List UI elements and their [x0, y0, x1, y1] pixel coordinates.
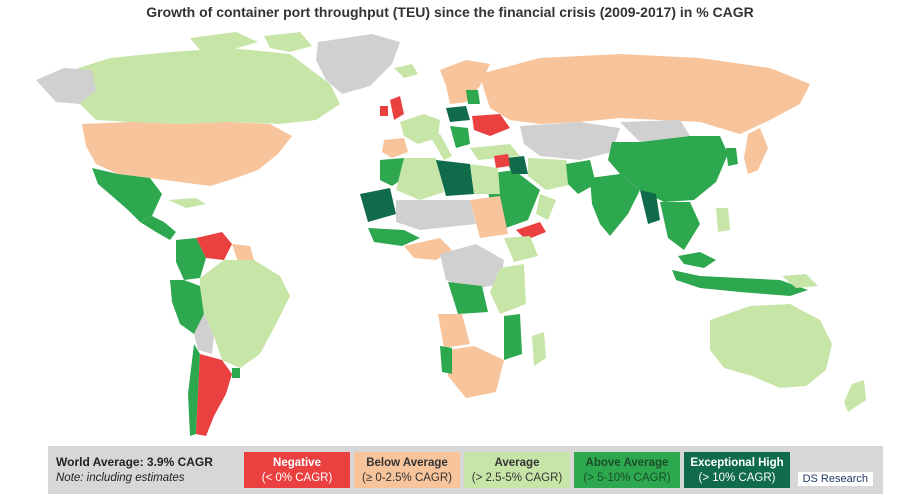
- region-central-america: [140, 216, 176, 240]
- legend-exceptional-high: Exceptional High (> 10% CAGR): [684, 452, 790, 488]
- region-italy: [430, 134, 452, 160]
- legend-below-average-range: (≥ 0-2.5% CAGR): [361, 472, 453, 484]
- region-libya: [436, 160, 474, 196]
- region-scandinavia: [440, 60, 490, 104]
- region-india: [590, 174, 640, 236]
- region-yemen: [516, 222, 546, 240]
- region-sahel: [396, 200, 476, 230]
- region-malaysia: [678, 252, 716, 268]
- legend-info: World Average: 3.9% CAGR Note: including…: [56, 455, 242, 484]
- world-map-svg: [36, 32, 866, 436]
- region-namibia: [440, 346, 452, 374]
- region-angola: [438, 314, 470, 348]
- region-brazil: [200, 260, 290, 368]
- legend-negative-label: Negative: [273, 457, 321, 469]
- region-west-coast: [368, 228, 420, 246]
- region-iceland: [394, 64, 418, 78]
- legend-negative-range: (< 0% CAGR): [261, 472, 333, 484]
- region-ireland: [380, 106, 388, 116]
- region-russia: [480, 54, 810, 134]
- region-western-europe: [400, 114, 440, 144]
- region-china: [608, 136, 728, 202]
- region-uruguay: [232, 368, 240, 378]
- region-gulf-guinea: [404, 238, 452, 260]
- region-indochina: [660, 202, 700, 250]
- estimates-note: Note: including estimates: [56, 472, 185, 484]
- region-greenland: [316, 34, 400, 94]
- world-map: [0, 24, 900, 440]
- region-pakistan: [566, 160, 596, 194]
- region-mexico: [92, 168, 162, 222]
- region-algeria: [396, 158, 444, 200]
- region-alaska: [36, 68, 96, 104]
- region-indonesia: [672, 270, 808, 296]
- map-legend: World Average: 3.9% CAGR Note: including…: [48, 446, 883, 494]
- region-argentina: [196, 354, 232, 436]
- region-usa: [82, 122, 292, 186]
- region-iran: [528, 158, 574, 190]
- region-arctic-islands: [190, 32, 258, 50]
- region-caribbean: [168, 198, 206, 208]
- region-canada: [60, 48, 340, 124]
- region-ethiopia: [504, 236, 538, 262]
- legend-negative: Negative (< 0% CAGR): [244, 452, 350, 488]
- region-madagascar: [532, 332, 546, 366]
- region-arctic-islands-2: [264, 32, 312, 52]
- region-congo: [448, 282, 488, 314]
- region-bolivia: [194, 314, 214, 354]
- region-new-zealand: [844, 380, 866, 412]
- legend-average-range: (> 2.5-5% CAGR): [471, 472, 563, 484]
- region-australia: [710, 304, 832, 388]
- region-venezuela: [196, 232, 232, 260]
- legend-above-average: Above Average (> 5-10% CAGR): [574, 452, 680, 488]
- ds-research-credit: DS Research: [797, 472, 873, 486]
- region-poland: [446, 106, 470, 122]
- region-oman: [536, 194, 556, 220]
- region-ukraine: [472, 114, 510, 136]
- legend-average: Average (> 2.5-5% CAGR): [464, 452, 570, 488]
- legend-exceptional-high-range: (> 10% CAGR): [698, 472, 776, 484]
- region-sudan: [470, 196, 508, 238]
- legend-average-label: Average: [494, 457, 540, 469]
- legend-exceptional-high-label: Exceptional High: [690, 457, 784, 469]
- region-southern-africa: [448, 346, 504, 398]
- region-uk: [390, 96, 404, 120]
- region-balkans: [450, 126, 470, 148]
- region-syria: [494, 154, 510, 168]
- map-title: Growth of container port throughput (TEU…: [146, 4, 754, 20]
- region-mauritania: [360, 188, 396, 222]
- region-chile: [188, 344, 200, 436]
- region-myanmar: [640, 190, 660, 224]
- region-peru: [170, 280, 204, 334]
- region-guianas: [232, 244, 254, 262]
- legend-below-average: Below Average (≥ 0-2.5% CAGR): [354, 452, 460, 488]
- region-central-asia: [520, 122, 620, 160]
- legend-below-average-label: Below Average: [366, 457, 448, 469]
- region-korea: [726, 148, 738, 166]
- region-colombia: [176, 238, 206, 280]
- legend-above-average-label: Above Average: [585, 457, 669, 469]
- region-philippines: [716, 208, 730, 232]
- region-png: [782, 274, 818, 288]
- region-baltics: [466, 90, 480, 104]
- region-egypt: [470, 164, 500, 194]
- region-iberia: [382, 138, 408, 158]
- region-mozambique: [504, 314, 522, 360]
- region-iraq: [506, 156, 528, 174]
- legend-above-average-range: (> 5-10% CAGR): [583, 472, 671, 484]
- region-mongolia: [620, 120, 690, 142]
- region-japan: [744, 128, 768, 174]
- region-kenya-tanzania: [490, 264, 526, 314]
- region-central-africa: [440, 244, 504, 290]
- world-average-label: World Average: 3.9% CAGR: [56, 455, 213, 469]
